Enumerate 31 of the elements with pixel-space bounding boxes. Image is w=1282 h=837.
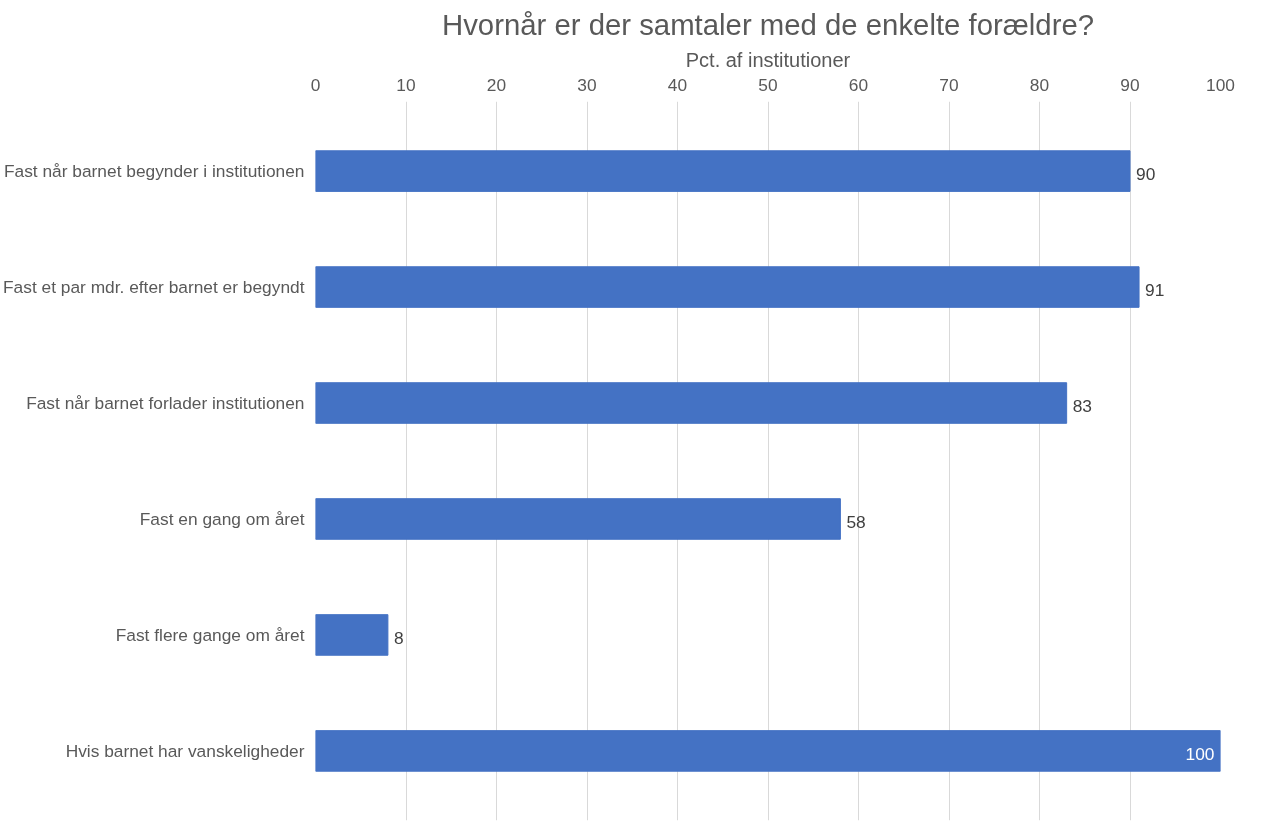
y-tick-label: Fast flere gange om året <box>115 624 305 645</box>
y-tick-label: Fast et par mdr. efter barnet er begyndt <box>3 277 305 298</box>
bar <box>315 614 389 656</box>
bar <box>315 498 841 540</box>
x-tick-label: 70 <box>939 74 959 95</box>
x-tick-label: 50 <box>758 74 778 95</box>
data-label: 8 <box>393 627 404 648</box>
data-label: 100 <box>1185 743 1215 764</box>
x-tick-label: 30 <box>577 74 597 95</box>
x-tick-label: 100 <box>1206 74 1235 95</box>
data-label: 91 <box>1145 280 1165 301</box>
x-tick-label: 40 <box>667 74 688 95</box>
x-axis-title: Pct. af institutioner <box>685 48 851 71</box>
bar <box>315 266 1140 308</box>
y-tick-label: Hvis barnet har vanskeligheder <box>65 740 305 761</box>
y-tick-label: Fast når barnet begynder i institutionen <box>3 161 305 182</box>
y-tick-label: Fast en gang om året <box>139 508 305 529</box>
x-tick-label: 90 <box>1120 74 1140 95</box>
x-tick-label: 80 <box>1029 74 1050 95</box>
data-label: 90 <box>1136 164 1156 185</box>
x-tick-label: 20 <box>486 74 507 95</box>
bar <box>315 150 1131 192</box>
x-tick-label: 10 <box>396 74 416 95</box>
data-label: 58 <box>846 511 866 532</box>
chart-title: Hvornår er der samtaler med de enkelte forældre? <box>441 7 1095 41</box>
bar <box>315 382 1068 424</box>
bar <box>315 730 1221 772</box>
x-tick-label: 60 <box>848 74 869 95</box>
x-tick-label: 0 <box>310 74 321 95</box>
data-label: 83 <box>1072 396 1092 417</box>
y-tick-label: Fast når barnet forlader institutionen <box>26 393 305 414</box>
